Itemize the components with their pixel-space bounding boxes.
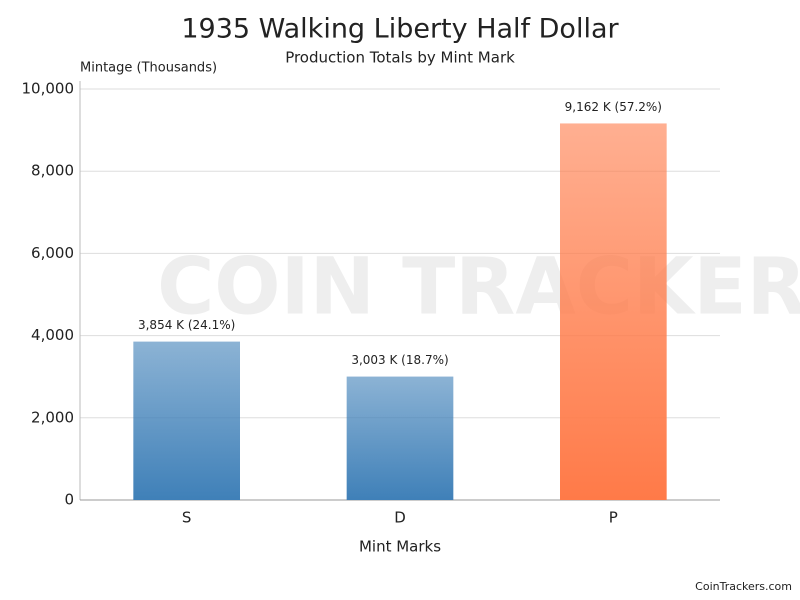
y-tick-label: 8,000 [31,162,74,180]
footer: CoinTrackers.com [695,580,792,593]
bar [560,123,667,500]
y-tick-label: 6,000 [31,244,74,262]
bar [133,341,240,500]
data-label: 9,162 K (57.2%) [565,100,662,114]
data-label: 3,003 K (18.7%) [351,353,448,367]
x-tick-label: S [182,509,192,527]
chart-title: 1935 Walking Liberty Half Dollar [181,14,619,45]
y-tick-label: 0 [64,491,74,509]
x-axis-label: Mint Marks [359,538,441,556]
y-tick-label: 2,000 [31,408,74,426]
y-tick-label: 4,000 [31,326,74,344]
bar [346,376,454,500]
x-tick-label: D [394,509,406,527]
x-tick-label: P [609,509,618,527]
watermark: COIN TRACKERS [157,242,800,332]
data-label: 3,854 K (24.1%) [138,318,235,332]
chart-subtitle: Production Totals by Mint Mark [285,49,515,67]
y-axis-label: Mintage (Thousands) [80,61,217,76]
y-tick-label: 10,000 [22,80,75,98]
